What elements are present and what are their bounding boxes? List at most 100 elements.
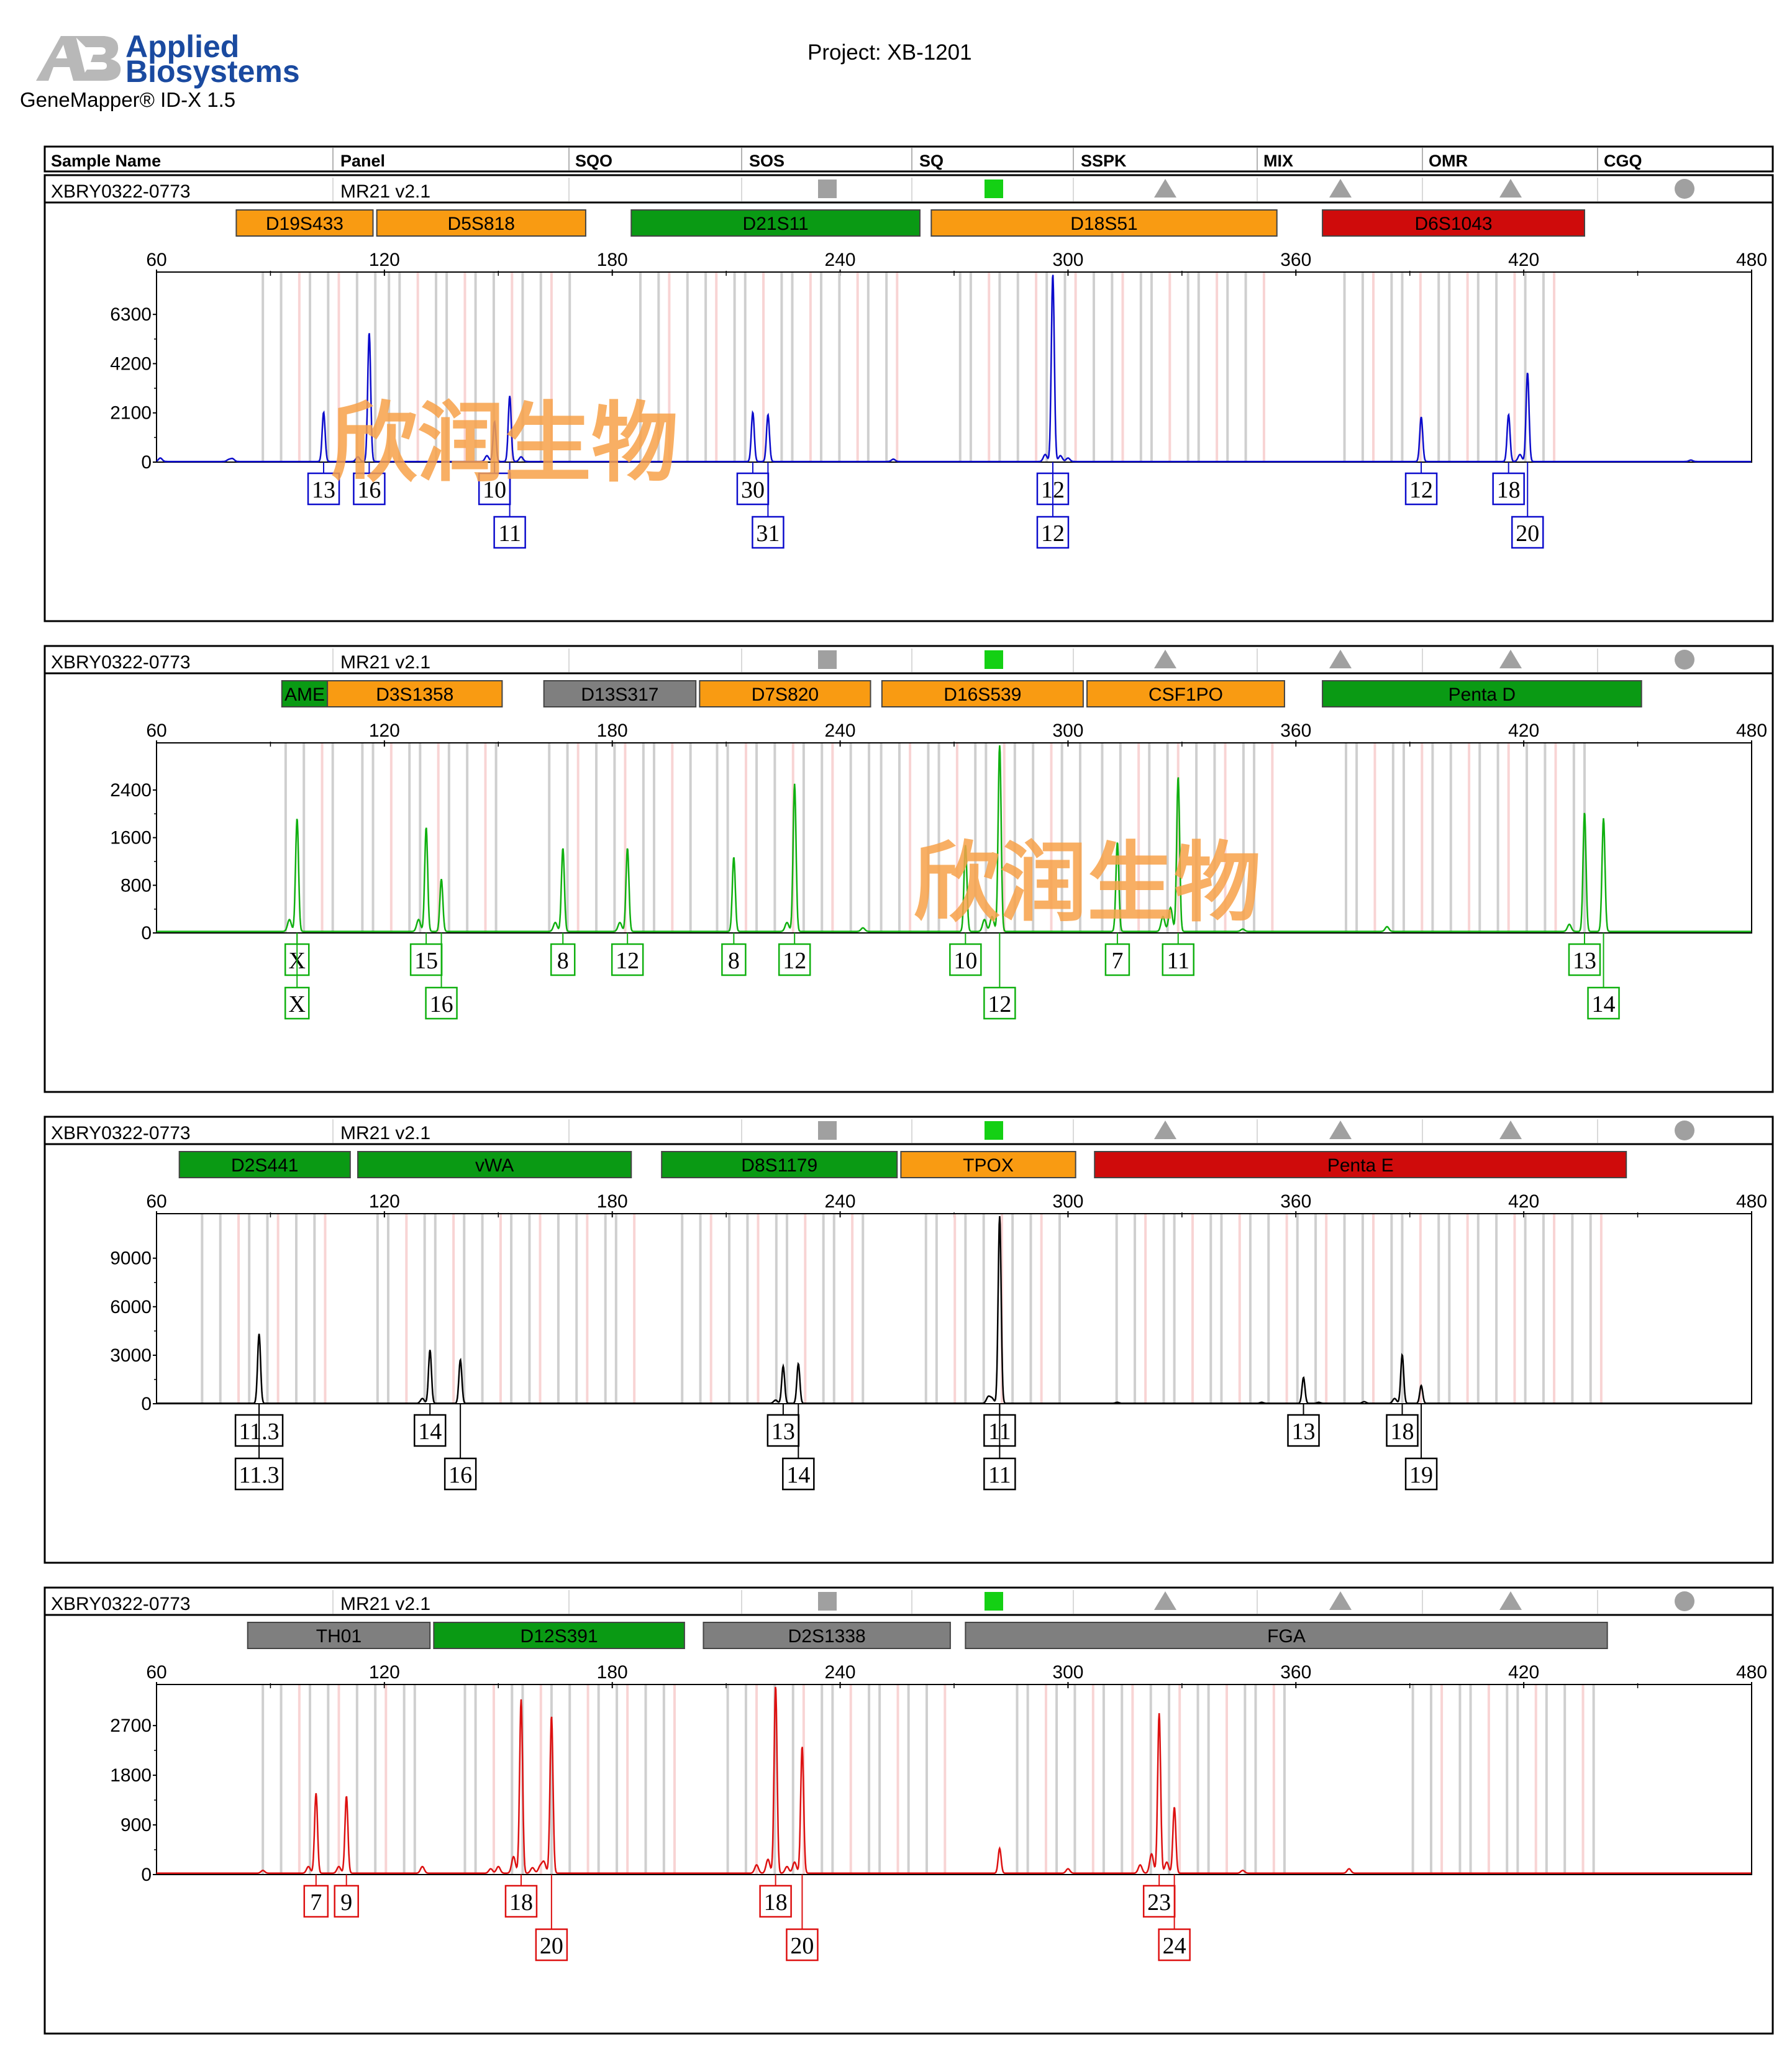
quality-omr-triangle-icon (1499, 1591, 1522, 1610)
allele-call-label: 11.3 (239, 1462, 280, 1488)
x-tick-label: 480 (1736, 1662, 1767, 1683)
allele-box (334, 1884, 359, 1918)
marker-label-d19s433: D19S433 (266, 214, 343, 234)
column-header-omr: OMR (1429, 152, 1468, 170)
plot-area-border (156, 1684, 1752, 1875)
marker-label-d2s1338: D2S1338 (788, 1626, 866, 1647)
allele-call-label: 11 (1167, 948, 1189, 974)
x-tick-label: 360 (1280, 1662, 1311, 1683)
x-tick-label: 240 (825, 250, 856, 270)
quality-mix-triangle-icon (1329, 179, 1352, 198)
quality-sq-square-icon (985, 650, 1003, 669)
quality-sspk-triangle-icon (1154, 1591, 1176, 1610)
applied-biosystems-logo: Applied Biosystems (36, 29, 300, 89)
x-tick-label: 300 (1052, 1662, 1083, 1683)
allele-call-label: 12 (783, 948, 806, 974)
allele-call-label: 20 (540, 1933, 563, 1959)
x-tick-label: 360 (1280, 250, 1311, 270)
allele-call-label: 15 (414, 948, 438, 974)
column-header-sspk: SSPK (1081, 152, 1127, 170)
signal-trace (156, 275, 1752, 463)
marker-label-csf1po: CSF1PO (1148, 684, 1223, 705)
marker-label-th01: TH01 (316, 1626, 362, 1647)
allele-call-label: 11 (988, 1462, 1011, 1488)
marker-label-d7s820: D7S820 (752, 684, 819, 705)
marker-d5s818 (376, 209, 586, 237)
x-tick-label: 360 (1280, 721, 1311, 741)
allele-call-label: 20 (1516, 521, 1539, 547)
marker-bars: AME D3S1358 D13S317 D7S820 D16S539 CSF1PO Pent… (281, 680, 1642, 707)
allele-box (504, 1884, 538, 1918)
marker-bars: D19S433 D5S818 D21S11 D18S51 D6S1043 (235, 209, 1585, 237)
x-axis-ticks: 60 120 180 240 300 360 420 480 (146, 1191, 1767, 1217)
electropherogram-panel: XBRY0322-0773 MR21 v2.1 TH01 D12S391 D2S1338… (43, 1586, 1774, 2035)
marker-label-d13s317: D13S317 (581, 684, 658, 705)
x-tick-label: 420 (1508, 1191, 1539, 1212)
quality-sq-square-icon (985, 1121, 1003, 1140)
sample-row: XBRY0322-0773 MR21 v2.1 (45, 1590, 1773, 1616)
marker-label-d16s539: D16S539 (944, 684, 1021, 705)
brand-line2: Biosystems (125, 54, 300, 89)
allele-call-label: 18 (509, 1889, 533, 1916)
allele-call-label: 19 (1409, 1462, 1433, 1488)
quality-sq-square-icon (985, 1592, 1003, 1611)
marker-penta-d (1322, 680, 1642, 707)
panel-name: MR21 v2.1 (340, 181, 430, 202)
sample-row: XBRY0322-0773 MR21 v2.1 (45, 648, 1773, 675)
allele-call-label: 18 (1390, 1419, 1414, 1445)
quality-mix-triangle-icon (1329, 650, 1352, 668)
allele-box (786, 1928, 819, 1962)
watermark-text: 欣润生物 (330, 394, 678, 492)
marker-d19s433 (235, 209, 374, 237)
marker-d6s1043 (1322, 209, 1585, 237)
allele-call-label: 8 (557, 948, 569, 974)
electropherogram-panel: XBRY0322-0773 MR21 v2.1 AME D3S1358 D13S317 D… (43, 645, 1774, 1093)
allele-box (1568, 943, 1601, 976)
y-tick-label: 1800 (110, 1765, 152, 1786)
allele-box (721, 943, 747, 976)
allele-call-label: 14 (1592, 991, 1616, 1017)
y-tick-label: 4200 (110, 353, 152, 374)
allele-box (1587, 986, 1620, 1020)
signal-trace (157, 745, 1752, 932)
allele-box (284, 986, 310, 1020)
marker-d12s391 (433, 1622, 685, 1649)
x-tick-label: 60 (146, 721, 166, 741)
y-axis-ticks: 0 800 1600 2400 (110, 780, 157, 943)
quality-sos-square-icon (818, 1121, 837, 1140)
allele-call-label: 11 (498, 521, 521, 547)
quality-sspk-triangle-icon (1154, 179, 1176, 198)
allele-call-label: 16 (448, 1462, 472, 1488)
y-tick-label: 900 (121, 1815, 152, 1835)
allele-call-label: 7 (310, 1889, 322, 1916)
y-tick-label: 800 (121, 875, 152, 896)
marker-d2s441 (178, 1151, 351, 1178)
allele-call-label: 18 (764, 1889, 788, 1916)
marker-ame (281, 680, 329, 707)
allele-call-label: 10 (953, 948, 977, 974)
sample-name: XBRY0322-0773 (51, 1123, 191, 1143)
marker-label-d8s1179: D8S1179 (741, 1155, 817, 1176)
marker-d16s539 (881, 680, 1084, 707)
project-title: Project: XB-1201 (807, 40, 972, 65)
marker-label-d3s1358: D3S1358 (376, 684, 453, 705)
quality-sq-square-icon (985, 180, 1003, 198)
y-tick-label: 0 (141, 1865, 152, 1885)
marker-d13s317 (543, 680, 697, 707)
x-tick-label: 120 (369, 1191, 400, 1212)
allele-box (782, 1457, 815, 1491)
column-header-row: Sample Name Panel SQO SOS SQ SSPK MIX OMR CGQ (43, 145, 1774, 173)
quality-cgq-circle-icon (1675, 650, 1694, 670)
x-axis-ticks: 60 120 180 240 300 360 420 480 (146, 1662, 1767, 1688)
allele-box (1492, 472, 1525, 506)
quality-sos-square-icon (818, 650, 837, 669)
y-tick-label: 0 (141, 1394, 152, 1414)
marker-label-d18s51: D18S51 (1070, 214, 1137, 234)
x-tick-label: 480 (1736, 250, 1767, 270)
allele-call-label: 7 (1111, 948, 1123, 974)
x-tick-label: 240 (825, 1191, 856, 1212)
marker-label-d6s1043: D6S1043 (1414, 214, 1492, 234)
